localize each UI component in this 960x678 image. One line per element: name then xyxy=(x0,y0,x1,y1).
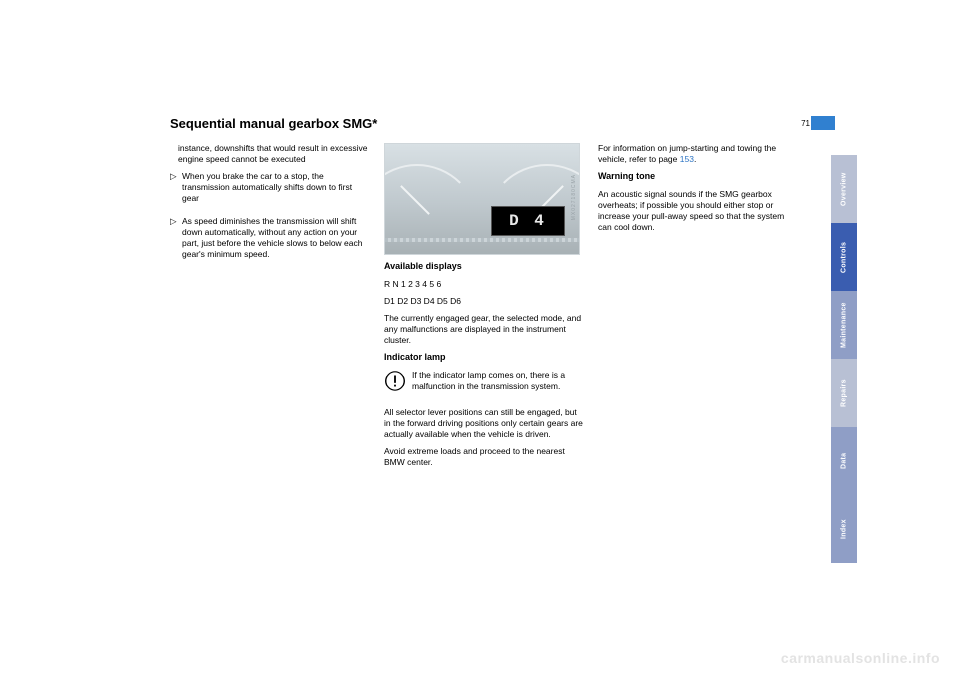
corner-marker xyxy=(811,116,835,130)
page-number: 71 xyxy=(801,119,810,128)
page-link[interactable]: 153 xyxy=(680,154,694,164)
warning-icon xyxy=(384,370,406,395)
figure-id: MX027180CMA xyxy=(571,174,578,220)
bullet-marker-icon: ▷ xyxy=(170,171,178,204)
text-fragment: . xyxy=(694,154,696,164)
paragraph: For information on jump-starting and tow… xyxy=(598,143,798,165)
bullet-text: When you brake the car to a stop, the tr… xyxy=(182,171,370,204)
bullet-item: ▷ As speed diminishes the transmission w… xyxy=(170,216,370,266)
bullet-marker-icon: ▷ xyxy=(170,216,178,260)
continuation-paragraph: instance, downshifts that would result i… xyxy=(170,143,370,165)
paragraph: An acoustic signal sounds if the SMG gea… xyxy=(598,189,798,233)
page-content: 71 Sequential manual gearbox SMG* instan… xyxy=(170,116,810,474)
column-3: For information on jump-starting and tow… xyxy=(598,143,798,474)
text-columns: instance, downshifts that would result i… xyxy=(170,143,810,474)
column-1: instance, downshifts that would result i… xyxy=(170,143,370,474)
indicator-lamp-row: If the indicator lamp comes on, there is… xyxy=(384,370,584,401)
watermark: carmanualsonline.info xyxy=(781,650,940,666)
paragraph: All selector lever positions can still b… xyxy=(384,407,584,440)
tab-repairs[interactable]: Repairs xyxy=(831,359,857,427)
column-2: D 4 MX027180CMA Available displays R N 1… xyxy=(384,143,584,474)
subheading: Available displays xyxy=(384,261,584,273)
tab-controls[interactable]: Controls xyxy=(831,223,857,291)
tab-maintenance[interactable]: Maintenance xyxy=(831,291,857,359)
side-tabs: Overview Controls Maintenance Repairs Da… xyxy=(831,155,857,563)
paragraph: Avoid extreme loads and proceed to the n… xyxy=(384,446,584,468)
tab-index[interactable]: Index xyxy=(831,495,857,563)
bullet-text: As speed diminishes the transmission wil… xyxy=(182,216,370,260)
indicator-lamp-text: If the indicator lamp comes on, there is… xyxy=(412,370,584,395)
bullet-item: ▷ When you brake the car to a stop, the … xyxy=(170,171,370,210)
tab-overview[interactable]: Overview xyxy=(831,155,857,223)
tab-data[interactable]: Data xyxy=(831,427,857,495)
subheading: Indicator lamp xyxy=(384,352,584,364)
subheading: Warning tone xyxy=(598,171,798,183)
instrument-cluster-figure: D 4 MX027180CMA xyxy=(384,143,580,255)
gear-list-drive: D1 D2 D3 D4 D5 D6 xyxy=(384,296,584,307)
page-title: Sequential manual gearbox SMG* xyxy=(170,116,810,131)
manual-page: 71 Sequential manual gearbox SMG* instan… xyxy=(0,0,960,678)
paragraph: The currently engaged gear, the selected… xyxy=(384,313,584,346)
gear-list-manual: R N 1 2 3 4 5 6 xyxy=(384,279,584,290)
odometer-strip xyxy=(385,238,579,242)
gear-display: D 4 xyxy=(491,206,565,236)
